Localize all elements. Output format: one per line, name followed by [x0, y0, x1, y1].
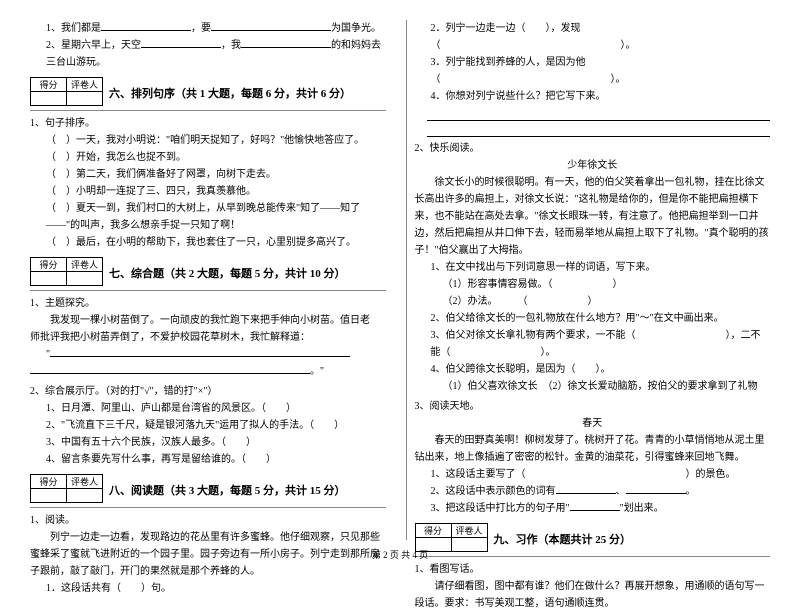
q3-3: 3、把这段话中打比方的句子用" "划出来。	[415, 500, 771, 517]
text: 2、星期六早上，天空	[46, 40, 141, 51]
blank	[211, 30, 331, 31]
q6-item: （ ）第二天，我们俩准备好了网罩，向树下走去。	[30, 166, 386, 183]
section-6-header: 得分评卷人 六、排列句序（共 1 大题，每题 6 分，共计 6 分）	[30, 71, 386, 111]
blank	[50, 356, 350, 357]
score-label: 得分	[31, 475, 67, 489]
score-box: 得分评卷人	[30, 77, 103, 106]
score-cell	[31, 489, 67, 503]
text: "划出来。	[620, 503, 664, 514]
reviewer-cell	[67, 489, 103, 503]
q6-item: （ ）小明却一连捉了三、四只，我真羡慕他。	[30, 183, 386, 200]
reviewer-label: 评卷人	[451, 524, 487, 538]
q7-1-lead: 1、主题探究。	[30, 295, 386, 312]
blank	[570, 510, 620, 511]
fill-blank-1: 1、我们都是 ，要 为国争光。	[30, 20, 386, 37]
q8-1-q1: 1．这段话共有（ ）句。	[30, 580, 386, 597]
q3-2: 2、这段话中表示颜色的词有、。	[415, 483, 771, 500]
section-7-title: 七、综合题（共 2 大题，每题 5 分，共计 10 分）	[109, 259, 346, 281]
r-item: 4．你想对列宁说些什么？把它写下来。	[415, 88, 771, 105]
page-footer: 第 2 页 共 4 页	[0, 548, 800, 561]
score-box: 得分评卷人	[30, 474, 103, 503]
q7-1-text: 我发现一棵小树苗倒了。一向顽皮的我忙跑下来把手伸向小树苗。值日老 师批评我把小树…	[30, 312, 386, 346]
q6-lead: 1、句子排序。	[30, 115, 386, 132]
reviewer-label: 评卷人	[67, 475, 103, 489]
text: 1、我们都是	[46, 23, 101, 34]
q3-title: 春天	[415, 415, 771, 432]
text: 3、把这段话中打比方的句子用"	[431, 503, 570, 514]
score-box: 得分评卷人	[30, 257, 103, 286]
q2-lead: 2、快乐阅读。	[415, 140, 771, 157]
q8-1-lead: 1、阅读。	[30, 512, 386, 529]
section-6-title: 六、排列句序（共 1 大题，每题 6 分，共计 6 分）	[109, 79, 351, 101]
quote-close: 。"	[310, 366, 324, 377]
left-column: 1、我们都是，要为国争光。 2、星期六早上，天空，我的和妈妈去三台山游玩。 得分…	[30, 20, 386, 540]
blank	[241, 47, 331, 48]
text: ，要	[191, 23, 211, 34]
text: 2、这段话中表示颜色的词有	[431, 486, 556, 497]
reviewer-label: 评卷人	[67, 258, 103, 272]
q2-1: 1、在文中找出与下列词意思一样的词语，写下来。	[415, 259, 771, 276]
q2-2: 2、伯父给徐文长的一包礼物放在什么地方？用"～"在文中画出来。	[415, 310, 771, 327]
q2-1a: （1）形容事情容易做。（ ）	[415, 276, 771, 293]
q7-2-item: 1、日月潭、阿里山、庐山都是台湾省的风景区。（ ）	[30, 400, 386, 417]
answer-line	[427, 123, 771, 137]
q3-passage: 春天的田野真美啊！柳树发芽了。桃树开了花。青青的小草悄悄地从泥土里钻出来，地上像…	[415, 432, 771, 466]
fill-blank-2: 2、星期六早上，天空，我的和妈妈去三台山游玩。	[30, 37, 386, 71]
q3-lead: 3、阅读天地。	[415, 398, 771, 415]
reviewer-label: 评卷人	[67, 78, 103, 92]
reviewer-cell	[67, 92, 103, 106]
blank	[101, 30, 191, 31]
q6-item: （ ）夏天一到，我们村口的大树上，从早到晚总能传来"知了——知了——"的叫声，我…	[30, 200, 386, 234]
blank	[30, 373, 310, 374]
q2-4: 4、伯父跨徐文长聪明，是因为（ ）。	[415, 361, 771, 378]
blank	[556, 493, 616, 494]
q7-2-item: 4、留言条要先写什么事，再写是留给谁的。（ ）	[30, 451, 386, 468]
q6-item: （ ）最后，在小明的帮助下，我也套住了一只，心里别提多高兴了。	[30, 234, 386, 251]
section-8-title: 八、阅读题（共 3 大题，每题 5 分，共计 15 分）	[109, 476, 346, 498]
q7-2-item: 2、"飞流直下三千尺，疑是银河落九天"运用了拟人的手法。（ ）	[30, 417, 386, 434]
score-cell	[31, 92, 67, 106]
q7-2-item: 3、中国有五十六个民族，汉族人最多。（ ）	[30, 434, 386, 451]
q2-title: 少年徐文长	[415, 157, 771, 174]
section-8-header: 得分评卷人 八、阅读题（共 3 大题，每题 5 分，共计 15 分）	[30, 468, 386, 508]
blank	[626, 493, 686, 494]
q3-1: 1、这段话主要写了（ ）的景色。	[415, 466, 771, 483]
q7-2-lead: 2、综合展示厅。（对的打"√"，错的打"×"）	[30, 383, 386, 400]
q7-1-end: 。"	[30, 363, 386, 380]
q2-4a: （1）伯父喜欢徐文长 （2）徐文长爱动脑筋，按伯父的要求拿到了礼物	[415, 378, 771, 395]
score-label: 得分	[31, 258, 67, 272]
q7-1-answer: "	[30, 346, 386, 363]
r-item: 2．列宁一边走一边（ ），发现（ ）。	[415, 20, 771, 54]
r-item: 3．列宁能找到养蜂的人，是因为他（ ）。	[415, 54, 771, 88]
score-cell	[31, 272, 67, 286]
text: 为国争光。	[331, 23, 381, 34]
reviewer-cell	[67, 272, 103, 286]
q9-text: 请仔细看图，图中都有谁？他们在做什么？再展开想象，用通顺的语句写一段话。要求：书…	[415, 578, 771, 612]
q2-3: 3、伯父对徐文长拿礼物有两个要求，一不能（ ），二不能（ ）。	[415, 327, 771, 361]
q6-item: （ ）一天，我对小明说："咱们明天捉知了，好吗？"他愉快地答应了。	[30, 132, 386, 149]
q6-item: （ ）开始，我怎么也捉不到。	[30, 149, 386, 166]
section-9-title: 九、习作（本题共计 25 分）	[494, 525, 632, 547]
section-7-header: 得分评卷人 七、综合题（共 2 大题，每题 5 分，共计 10 分）	[30, 251, 386, 291]
score-label: 得分	[31, 78, 67, 92]
blank	[141, 47, 221, 48]
q2-passage: 徐文长小的时候很聪明。有一天，他的伯父笑着拿出一包礼物，挂在比徐文长高出许多的扁…	[415, 174, 771, 259]
score-label: 得分	[415, 524, 451, 538]
answer-line	[427, 107, 771, 121]
q9-lead: 1、看图写话。	[415, 561, 771, 578]
quote-open: "	[46, 349, 50, 360]
right-column: 2．列宁一边走一边（ ），发现（ ）。 3．列宁能找到养蜂的人，是因为他（ ）。…	[406, 20, 771, 540]
text: ，我	[221, 40, 241, 51]
q2-1b: （2）办法。 （ ）	[415, 293, 771, 310]
page-columns: 1、我们都是，要为国争光。 2、星期六早上，天空，我的和妈妈去三台山游玩。 得分…	[30, 20, 770, 540]
